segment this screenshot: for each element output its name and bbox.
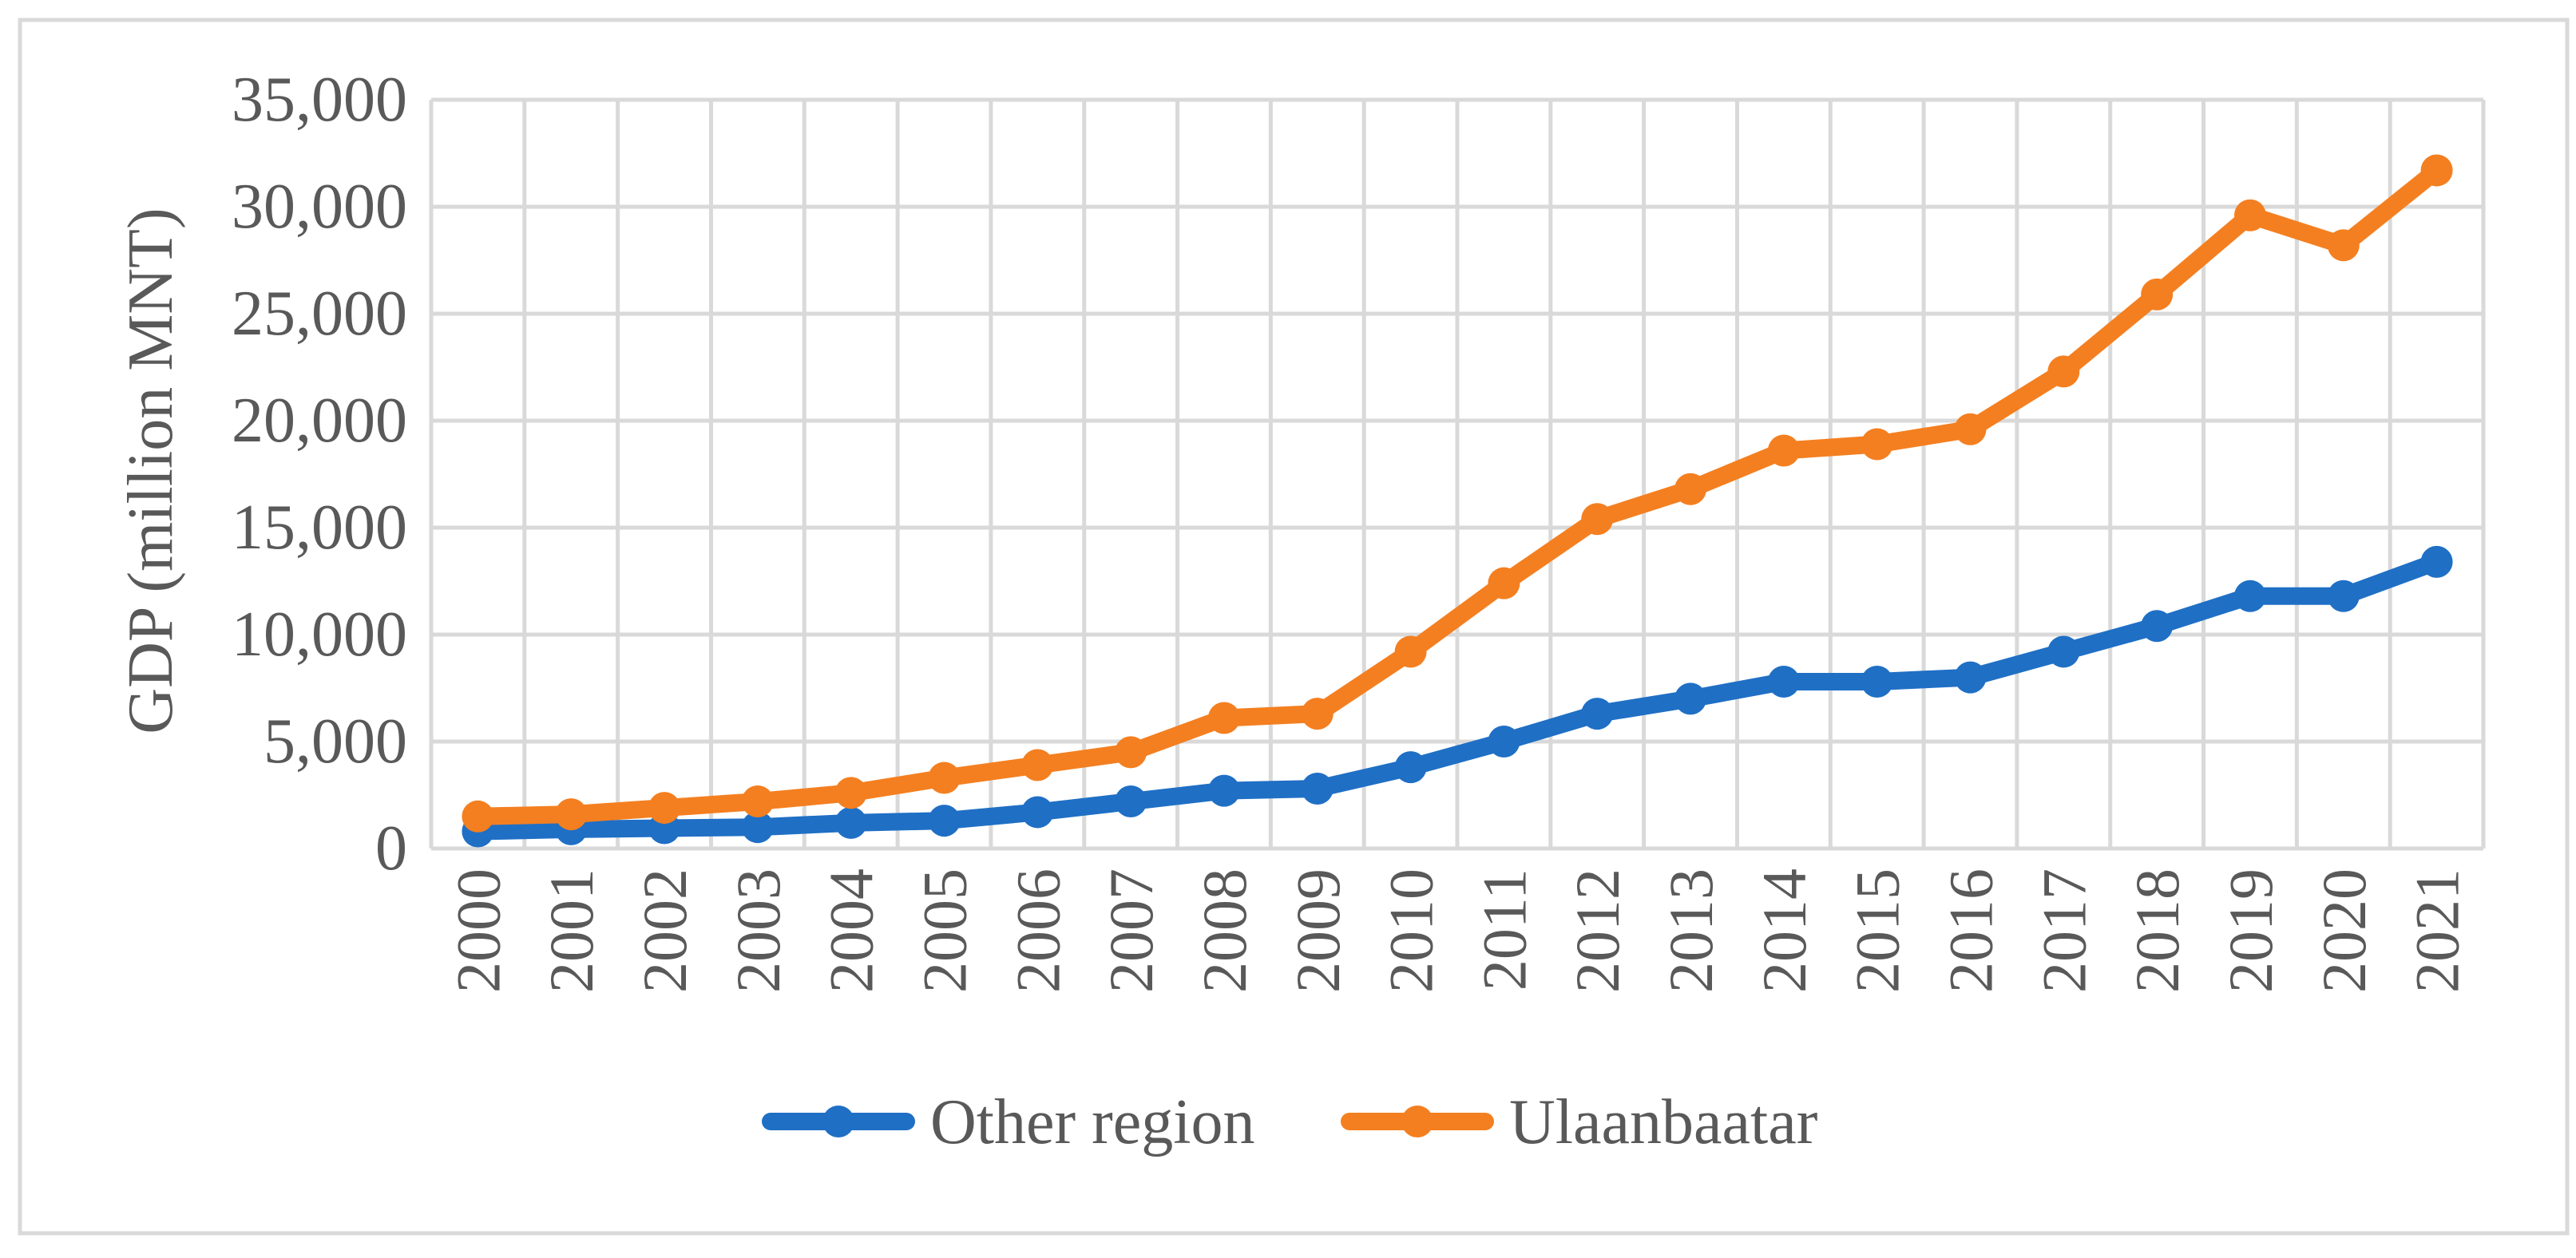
x-tick-label: 2009 xyxy=(1283,868,1353,993)
x-tick-label: 2006 xyxy=(1003,868,1072,993)
data-point xyxy=(2141,278,2174,311)
data-point xyxy=(462,800,494,833)
x-tick-label: 2003 xyxy=(723,868,793,993)
data-point xyxy=(2141,610,2174,643)
data-point xyxy=(1394,751,1427,784)
y-tick-label: 25,000 xyxy=(232,279,407,349)
x-tick-label: 2017 xyxy=(2029,868,2098,993)
x-tick-label: 2008 xyxy=(1190,868,1259,993)
y-axis-label: GDP (million MNT) xyxy=(116,208,186,734)
data-point xyxy=(1861,428,1893,461)
x-tick-label: 2002 xyxy=(630,868,699,993)
data-point xyxy=(2047,355,2080,388)
data-point xyxy=(2420,545,2453,578)
x-tick-label: 2010 xyxy=(1377,868,1446,993)
x-tick-label: 2001 xyxy=(537,868,606,993)
y-tick-label: 5,000 xyxy=(264,706,407,777)
y-axis-ticks: 0 5,000 10,000 15,000 20,000 25,000 30,000 35,0… xyxy=(232,65,407,884)
data-point xyxy=(1301,698,1334,730)
data-point xyxy=(555,798,588,831)
data-point xyxy=(1767,434,1800,467)
data-point xyxy=(741,785,774,818)
data-point xyxy=(1861,665,1893,698)
data-point xyxy=(834,777,867,809)
data-point xyxy=(1394,635,1427,668)
x-tick-label: 2014 xyxy=(1750,868,1819,993)
data-point xyxy=(1021,749,1054,781)
data-point xyxy=(2327,580,2360,612)
x-tick-label: 2015 xyxy=(1843,868,1912,993)
data-point xyxy=(648,792,681,825)
data-point xyxy=(2233,199,2266,231)
data-point xyxy=(834,806,867,839)
y-tick-label: 35,000 xyxy=(232,65,407,135)
data-point xyxy=(2047,635,2080,668)
x-tick-label: 2016 xyxy=(1936,868,2006,993)
legend-swatch-marker xyxy=(1401,1106,1433,1137)
x-tick-label: 2011 xyxy=(1469,868,1539,991)
legend-label: Ulaanbaatar xyxy=(1509,1087,1817,1157)
data-point xyxy=(1581,698,1614,730)
data-point xyxy=(741,811,774,844)
x-tick-label: 2020 xyxy=(2309,868,2379,993)
x-tick-label: 2012 xyxy=(1563,868,1632,993)
x-tick-label: 2005 xyxy=(910,868,980,993)
data-point xyxy=(1674,682,1707,715)
x-tick-label: 2007 xyxy=(1096,868,1166,993)
data-point xyxy=(2420,154,2453,187)
legend-swatch-marker xyxy=(822,1106,854,1137)
legend-label: Other region xyxy=(930,1087,1255,1157)
data-point xyxy=(1115,785,1147,818)
x-tick-label: 2013 xyxy=(1656,868,1726,993)
series-other-region xyxy=(462,545,2453,848)
series-line xyxy=(469,552,2446,841)
data-point xyxy=(1301,772,1334,805)
data-point xyxy=(2233,580,2266,612)
legend: Other region Ulaanbaatar xyxy=(762,1087,1817,1157)
x-tick-label: 2000 xyxy=(443,868,513,993)
data-point xyxy=(1767,665,1800,698)
data-point xyxy=(928,805,961,837)
y-tick-label: 10,000 xyxy=(232,599,407,670)
x-tick-label: 2021 xyxy=(2403,868,2472,993)
data-point xyxy=(2327,229,2360,262)
data-point xyxy=(928,762,961,794)
x-tick-label: 2019 xyxy=(2216,868,2285,993)
x-tick-label: 2018 xyxy=(2122,868,2192,993)
y-tick-label: 20,000 xyxy=(232,386,407,456)
data-point xyxy=(1581,503,1614,536)
y-tick-label: 30,000 xyxy=(232,172,407,242)
data-point xyxy=(1115,736,1147,769)
x-tick-label: 2004 xyxy=(817,868,886,993)
series-lines xyxy=(462,154,2453,848)
y-tick-label: 15,000 xyxy=(232,493,407,563)
data-point xyxy=(1207,774,1240,807)
data-point xyxy=(1954,661,1987,694)
y-tick-label: 0 xyxy=(375,813,407,884)
data-point xyxy=(1021,796,1054,829)
legend-item: Ulaanbaatar xyxy=(1341,1087,1817,1157)
legend-item: Other region xyxy=(762,1087,1255,1157)
data-point xyxy=(1674,473,1707,505)
data-point xyxy=(1488,726,1520,758)
x-axis-ticks: 2000 2001 2002 2003 2004 2005 2006 2007 2008 2009… xyxy=(443,868,2471,993)
data-point xyxy=(1488,567,1520,599)
series-ulaanbaatar xyxy=(462,154,2453,833)
data-point xyxy=(1954,413,1987,445)
data-point xyxy=(1207,702,1240,734)
series-line xyxy=(469,161,2446,825)
